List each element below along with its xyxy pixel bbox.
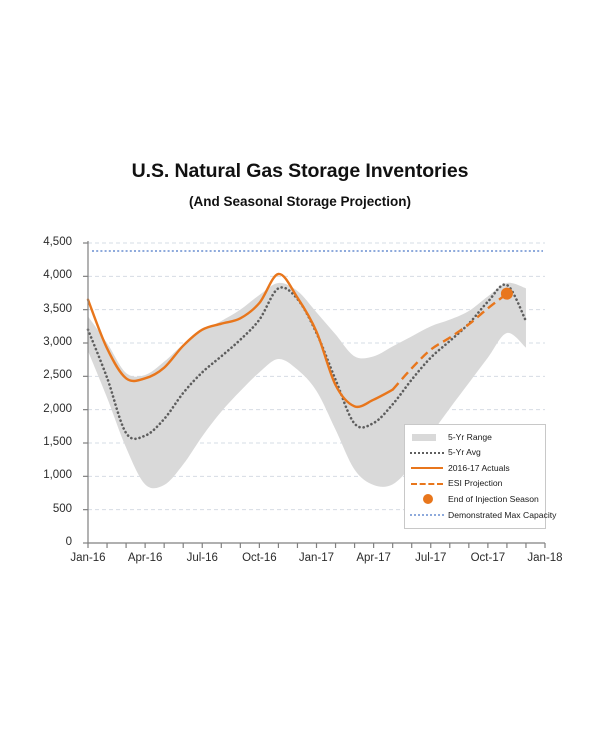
y-axis-tick-label: 0	[65, 536, 72, 548]
legend-swatch-injection-marker	[423, 494, 433, 505]
x-axis-tick-label: Jul-16	[186, 552, 218, 564]
legend-item[interactable]: 5-Yr Range	[410, 431, 492, 443]
x-axis-tick-label: Oct-16	[242, 552, 277, 564]
legend-swatch-actuals	[411, 467, 443, 470]
x-axis-tick-label: Apr-17	[356, 552, 391, 564]
legend-item-label: 5-Yr Range	[448, 431, 492, 442]
legend-item[interactable]: End of Injection Season	[410, 493, 539, 505]
legend-key-band-swatch	[410, 431, 444, 443]
chart-subtitle: (And Seasonal Storage Projection)	[188, 194, 412, 209]
legend-key-solid-orange-line	[410, 462, 444, 474]
legend-key-dashed-orange-line	[410, 478, 444, 490]
x-axis-tick-label: Jan-17	[298, 552, 335, 564]
legend-swatch-avg	[410, 451, 444, 454]
series-esi-projection-line	[391, 292, 508, 391]
legend-key-orange-dot-marker	[410, 493, 444, 505]
legend-item[interactable]: ESI Projection	[410, 478, 502, 490]
y-axis-tick-label: 4,000	[43, 269, 72, 282]
legend-swatch-esi	[411, 482, 443, 485]
y-axis-tick-label: 1,500	[43, 436, 72, 448]
legend-swatch-max-capacity	[410, 514, 444, 516]
legend-swatch-range	[412, 434, 436, 441]
legend-item-label: Demonstrated Max Capacity	[448, 509, 557, 520]
legend-key-dotted-blue-line	[410, 509, 444, 521]
x-axis-tick-label: Jul-17	[415, 552, 447, 564]
legend-key-dotted-gray-line	[410, 447, 444, 459]
chart-legend	[404, 424, 546, 529]
chart-title: U.S. Natural Gas Storage Inventories	[131, 160, 469, 182]
x-axis-tick-label: Oct-17	[470, 552, 506, 564]
y-axis-tick-label: 3,500	[43, 302, 72, 315]
legend-item-label: 2016-17 Actuals	[448, 462, 510, 473]
legend-item[interactable]: 5-Yr Avg	[410, 447, 481, 459]
y-axis-tick-label: 2,500	[43, 369, 72, 382]
series-2016-17-actuals-line	[86, 272, 394, 409]
x-axis-tick-label: Jan-16	[70, 552, 106, 564]
legend-item[interactable]: Demonstrated Max Capacity	[410, 509, 556, 521]
y-axis-tick-label: 4,500	[43, 236, 72, 248]
y-axis-tick-label: 3,000	[43, 336, 72, 348]
y-axis-tick-label: 500	[52, 502, 72, 515]
legend-item-label: 5-Yr Avg	[448, 447, 481, 458]
legend-item[interactable]: 2016-17 Actuals	[410, 462, 510, 474]
legend-item-label: End of Injection Season	[448, 493, 539, 504]
y-axis-tick-label: 1,000	[43, 469, 72, 482]
end-of-injection-season-marker	[500, 287, 513, 300]
y-axis-tick-label: 2,000	[43, 402, 72, 415]
x-axis-tick-label: Jan-18	[527, 552, 563, 564]
legend-item-label: ESI Projection	[448, 478, 503, 489]
x-axis-tick-label: Apr-16	[127, 552, 163, 564]
